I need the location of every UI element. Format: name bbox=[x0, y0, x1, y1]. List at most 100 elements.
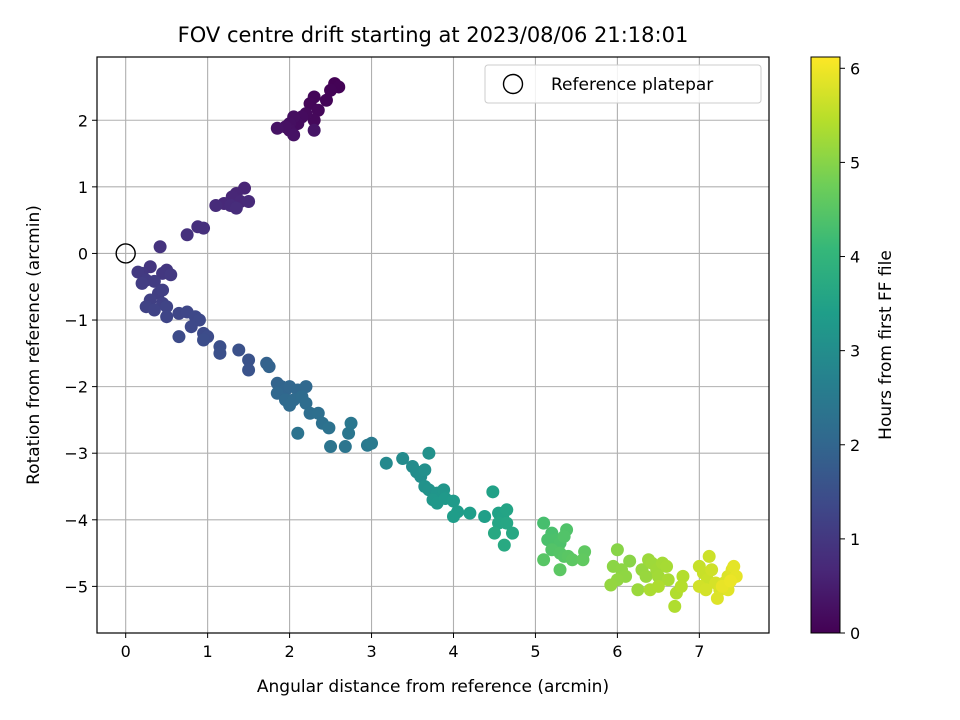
data-point bbox=[623, 554, 637, 568]
data-point bbox=[229, 201, 243, 215]
colorbar-tick-label: 4 bbox=[850, 248, 860, 267]
data-point bbox=[604, 578, 618, 592]
data-point bbox=[446, 509, 460, 523]
data-point bbox=[262, 360, 276, 374]
data-point bbox=[379, 456, 393, 470]
legend-box bbox=[484, 64, 762, 104]
data-point bbox=[702, 549, 716, 563]
data-point bbox=[651, 569, 665, 583]
data-point bbox=[338, 440, 352, 454]
data-point bbox=[500, 503, 514, 517]
colorbar-tick-label: 6 bbox=[850, 59, 860, 78]
data-point bbox=[319, 93, 333, 107]
data-point bbox=[565, 553, 579, 567]
data-point bbox=[344, 416, 358, 430]
data-point bbox=[610, 543, 624, 557]
data-point bbox=[197, 333, 211, 347]
colorbar-gradient bbox=[810, 56, 841, 634]
data-point bbox=[242, 353, 256, 367]
chart-title: FOV centre drift starting at 2023/08/06 … bbox=[178, 23, 689, 47]
legend-label-reference: Reference platepar bbox=[551, 75, 713, 95]
data-point bbox=[674, 579, 688, 593]
data-point bbox=[486, 485, 500, 499]
data-point bbox=[242, 194, 256, 208]
data-point bbox=[209, 198, 223, 212]
data-point bbox=[727, 559, 741, 573]
data-point bbox=[553, 563, 567, 577]
x-axis-label: Angular distance from reference (arcmin) bbox=[257, 677, 609, 697]
data-point bbox=[160, 300, 174, 314]
data-point bbox=[160, 310, 174, 324]
data-point bbox=[283, 398, 297, 412]
data-point bbox=[197, 221, 211, 235]
colorbar-ticks: 0 1 2 3 4 5 6 bbox=[840, 59, 860, 643]
colorbar-tick-label: 3 bbox=[850, 342, 860, 361]
colorbar-label: Hours from first FF file bbox=[876, 250, 896, 440]
data-point bbox=[576, 553, 590, 567]
data-point bbox=[147, 274, 161, 288]
y-tick-label: 1 bbox=[78, 178, 88, 197]
x-tick-label: 5 bbox=[530, 642, 540, 661]
data-point bbox=[710, 591, 724, 605]
y-tick-label: −3 bbox=[64, 444, 88, 463]
data-point bbox=[660, 559, 674, 573]
colorbar: 0 1 2 3 4 5 6 Hours from first FF file bbox=[810, 56, 896, 643]
data-point bbox=[172, 330, 186, 344]
colorbar-tick-label: 1 bbox=[850, 530, 860, 549]
data-point bbox=[291, 426, 305, 440]
data-point bbox=[497, 538, 511, 552]
y-tick-label: 2 bbox=[78, 111, 88, 130]
data-point bbox=[723, 574, 737, 588]
legend-marker-icon bbox=[502, 73, 524, 95]
scatter-series bbox=[131, 77, 743, 613]
x-tick-label: 6 bbox=[612, 642, 622, 661]
y-tick-label: −2 bbox=[64, 378, 88, 397]
data-point bbox=[180, 228, 194, 242]
data-point bbox=[500, 516, 514, 530]
data-point bbox=[705, 563, 719, 577]
x-tick-label: 1 bbox=[203, 642, 213, 661]
y-tick-label: −1 bbox=[64, 311, 88, 330]
data-point bbox=[232, 343, 246, 357]
data-point bbox=[213, 346, 227, 360]
data-point bbox=[270, 121, 284, 135]
data-point bbox=[651, 579, 665, 593]
data-point bbox=[396, 452, 410, 466]
data-point bbox=[307, 123, 321, 137]
data-point bbox=[668, 599, 682, 613]
data-point bbox=[287, 128, 301, 142]
data-point bbox=[342, 426, 356, 440]
data-point bbox=[324, 83, 338, 97]
data-point bbox=[242, 363, 256, 377]
data-point bbox=[557, 529, 571, 543]
data-point bbox=[299, 396, 313, 410]
data-point bbox=[131, 265, 145, 279]
data-point bbox=[311, 103, 325, 117]
data-point bbox=[478, 509, 492, 523]
data-point bbox=[324, 440, 338, 454]
data-point bbox=[446, 494, 460, 508]
reference-platepar-marker bbox=[115, 243, 136, 264]
data-point bbox=[487, 526, 501, 540]
data-point bbox=[505, 526, 519, 540]
plot-frame bbox=[96, 56, 770, 634]
data-point bbox=[147, 303, 161, 317]
x-tick-label: 3 bbox=[366, 642, 376, 661]
colorbar-tick-label: 5 bbox=[850, 153, 860, 172]
data-point bbox=[164, 268, 178, 282]
y-tick-label: −4 bbox=[64, 511, 88, 530]
data-point bbox=[463, 506, 477, 520]
data-point bbox=[299, 380, 313, 394]
x-tick-label: 2 bbox=[284, 642, 294, 661]
data-point bbox=[676, 569, 690, 583]
colorbar-tick-label: 0 bbox=[850, 624, 860, 643]
data-point bbox=[322, 421, 336, 435]
y-tick-label: −5 bbox=[64, 577, 88, 596]
data-point bbox=[631, 583, 645, 597]
data-point bbox=[156, 283, 170, 297]
data-point bbox=[365, 436, 379, 450]
data-point bbox=[537, 516, 551, 530]
data-point bbox=[422, 446, 436, 460]
data-point bbox=[661, 573, 675, 587]
